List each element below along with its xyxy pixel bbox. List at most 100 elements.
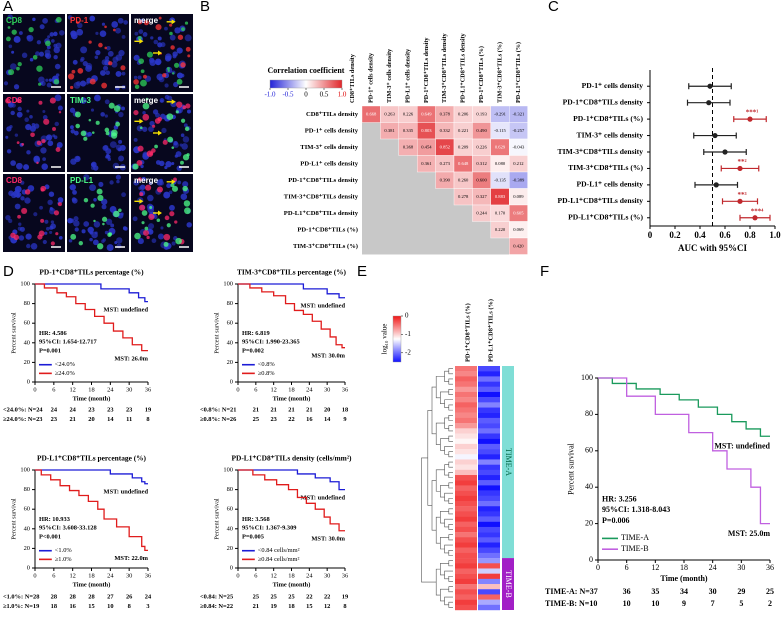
stained-cell	[57, 202, 62, 207]
nucleus	[115, 174, 121, 180]
colorbar-title: log₁₀ value	[381, 324, 389, 355]
cell-label: 0.206	[458, 111, 469, 116]
x-tick-label: 0.4	[694, 230, 706, 240]
y-axis-label: Percent survival	[10, 498, 17, 540]
colorbar-tick-label: 1.0	[338, 91, 347, 99]
stained-cell	[155, 24, 162, 31]
nucleus	[18, 235, 25, 241]
nucleus	[102, 238, 106, 242]
nucleus	[33, 155, 41, 163]
stained-cell	[38, 230, 45, 237]
stained-cell	[170, 183, 175, 188]
legend-label: TIME-A	[621, 533, 649, 542]
nucleus	[77, 22, 83, 29]
nucleus	[80, 56, 85, 61]
nucleus	[159, 180, 164, 186]
cell-label: 0.221	[458, 128, 469, 133]
row-label: TIM-3⁺CD8⁺TILs density	[284, 193, 359, 200]
nucleus	[71, 197, 77, 202]
heat-cell	[509, 237, 528, 255]
heat-cell	[455, 428, 477, 434]
cell-label: -0.257	[512, 128, 525, 133]
stained-cell	[36, 140, 42, 146]
category-label: PD-L1⁺ cells density	[577, 180, 644, 189]
heat-cell	[478, 381, 500, 387]
at-risk: 7	[711, 599, 715, 608]
nucleus	[107, 157, 111, 161]
stained-cell	[172, 72, 175, 75]
heat-cell	[478, 407, 500, 413]
stained-cell	[174, 220, 178, 224]
heat-cell	[478, 532, 500, 538]
nucleus	[116, 237, 123, 244]
nucleus	[90, 165, 96, 170]
legend-label: ≥1.0%	[55, 556, 72, 563]
nucleus	[181, 143, 188, 150]
stained-cell	[41, 138, 46, 144]
heat-cell	[455, 459, 477, 465]
cell-label: 0.273	[440, 161, 451, 166]
heat-cell	[455, 511, 477, 517]
dendrogram	[448, 368, 453, 375]
nucleus	[6, 126, 12, 132]
nucleus	[8, 44, 13, 49]
statistic: 95%CI: 1.990-23.365	[242, 339, 300, 346]
at-risk: 22	[306, 593, 312, 600]
stained-cell	[55, 147, 61, 152]
heat-cell	[478, 604, 500, 611]
at-risk: 25	[270, 593, 276, 600]
risk-label: <1.0%: N=28	[3, 593, 39, 600]
stained-cell	[8, 69, 15, 76]
x-tick-label: 6	[625, 563, 629, 572]
x-tick-label: 24	[709, 563, 717, 572]
cell-label: -0.321	[512, 111, 525, 116]
stained-cell	[167, 136, 174, 143]
nucleus	[112, 56, 119, 63]
y-tick-label: 0	[230, 564, 233, 571]
dendrogram	[448, 378, 453, 385]
heat-cell	[478, 464, 500, 471]
heat-cell	[455, 604, 477, 611]
nucleus	[83, 174, 90, 181]
stained-cell	[108, 232, 113, 236]
nucleus	[164, 26, 168, 31]
auc-point	[713, 182, 719, 188]
nucleus	[18, 222, 22, 226]
heat-cell	[478, 397, 500, 403]
heat-cell	[478, 485, 500, 491]
at-risk: 19	[342, 593, 348, 600]
stained-cell	[98, 42, 103, 48]
at-risk: 24	[145, 593, 152, 600]
nucleus	[121, 35, 126, 39]
stained-cell	[136, 159, 143, 166]
stained-cell	[137, 177, 142, 182]
nucleus	[69, 184, 76, 191]
median-survival: MST: 26.0m	[114, 355, 148, 362]
nucleus	[80, 97, 87, 104]
nucleus	[55, 42, 62, 49]
nucleus	[50, 220, 55, 224]
statistic: P=0.006	[602, 516, 629, 525]
stained-cell	[5, 98, 11, 104]
row-label: PD-L1⁺ cells density	[300, 160, 358, 167]
stained-cell	[104, 46, 107, 50]
nucleus	[26, 150, 31, 155]
cell-label: 0.600	[476, 177, 487, 182]
y-tick-label: 0	[27, 564, 30, 571]
at-risk: 23	[88, 406, 94, 413]
nucleus	[14, 203, 21, 210]
nucleus	[165, 161, 172, 168]
heat-cell	[455, 464, 477, 471]
median-survival: MST: undefined	[104, 489, 149, 496]
chart-title: PD-L1⁺CD8⁺TILs percentage (%)	[37, 454, 147, 463]
stained-cell	[163, 233, 171, 241]
at-risk: 3	[146, 603, 149, 610]
stained-cell	[186, 153, 190, 157]
nucleus	[48, 78, 53, 82]
nucleus	[89, 231, 93, 235]
heat-cell	[478, 511, 500, 517]
nucleus	[164, 94, 170, 100]
channel-label: CD8	[6, 96, 23, 105]
nucleus	[70, 129, 75, 134]
significance: ***¹	[746, 109, 759, 117]
